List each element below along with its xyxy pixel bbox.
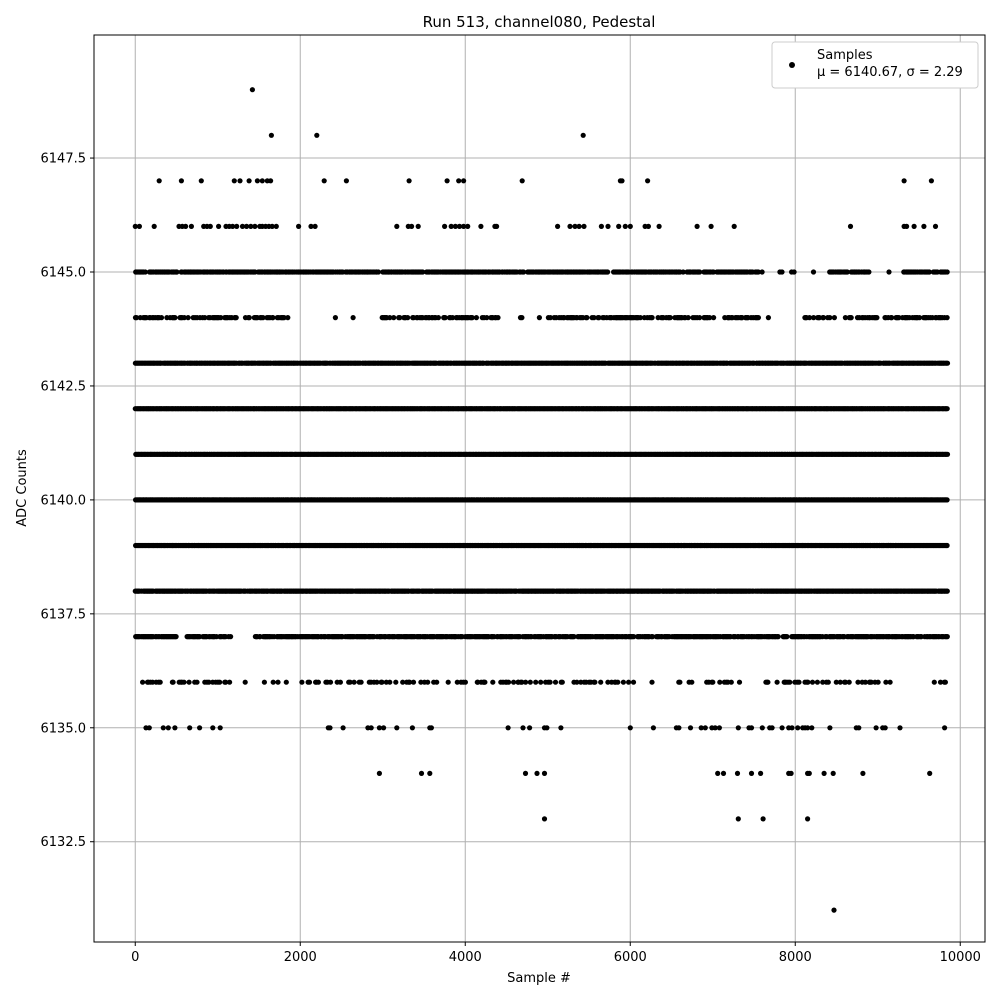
data-point	[536, 315, 543, 321]
data-point	[375, 269, 381, 275]
data-point	[649, 315, 655, 321]
data-point	[944, 315, 950, 321]
data-point	[547, 315, 554, 321]
data-point	[685, 315, 691, 321]
data-point	[944, 497, 950, 503]
data-point	[174, 269, 180, 275]
data-point	[806, 315, 813, 321]
data-point	[281, 315, 287, 321]
data-point	[473, 315, 479, 321]
data-point	[172, 315, 178, 321]
data-point	[158, 315, 165, 321]
data-point	[779, 269, 785, 275]
data-point	[697, 315, 703, 321]
data-point	[202, 315, 208, 321]
data-point	[844, 269, 850, 275]
data-point	[133, 315, 140, 321]
data-point	[667, 315, 673, 321]
data-point	[181, 315, 187, 321]
data-point	[944, 451, 951, 457]
data-point	[810, 269, 817, 275]
data-point	[916, 315, 923, 321]
data-point	[791, 269, 797, 275]
data-point	[484, 315, 490, 321]
data-point	[233, 315, 239, 321]
data-point	[896, 315, 902, 321]
data-point	[596, 315, 602, 321]
chart-title: Run 513, channel080, Pedestal	[423, 13, 656, 31]
data-point	[260, 315, 266, 321]
data-point	[831, 315, 838, 321]
data-point	[637, 315, 644, 321]
data-point	[820, 315, 827, 321]
data-point	[866, 269, 872, 275]
data-point	[405, 315, 411, 321]
data-point	[759, 269, 765, 275]
data-point	[495, 315, 501, 321]
data-point	[332, 315, 338, 321]
data-point	[391, 315, 397, 321]
data-points	[132, 87, 951, 913]
data-point	[944, 406, 950, 412]
data-point	[827, 315, 833, 321]
data-point	[697, 269, 703, 275]
data-point	[584, 315, 590, 321]
data-point	[811, 315, 817, 321]
data-point	[874, 315, 880, 321]
data-point	[889, 315, 895, 321]
data-point	[755, 269, 761, 275]
data-point	[519, 315, 525, 321]
data-point	[707, 315, 713, 321]
data-point	[680, 269, 686, 275]
data-point	[442, 315, 448, 321]
data-point	[944, 269, 950, 275]
data-point	[765, 315, 772, 321]
data-point	[521, 269, 527, 275]
data-point	[435, 315, 441, 321]
data-point	[926, 269, 932, 275]
data-point	[755, 315, 762, 321]
data-point	[142, 269, 148, 275]
data-point	[350, 315, 356, 321]
data-point	[842, 315, 849, 321]
data-point	[591, 315, 597, 321]
data-point	[420, 269, 426, 275]
data-point	[711, 315, 717, 321]
data-point	[605, 269, 611, 275]
data-point	[270, 315, 276, 321]
data-point	[848, 315, 854, 321]
data-point	[387, 315, 393, 321]
data-point	[218, 315, 224, 321]
data-point	[397, 315, 403, 321]
data-point	[285, 315, 291, 321]
data-point	[185, 315, 191, 321]
data-point	[886, 269, 892, 275]
data-point	[246, 315, 252, 321]
data-point	[450, 315, 456, 321]
data-point	[469, 315, 475, 321]
data-point	[944, 360, 951, 366]
